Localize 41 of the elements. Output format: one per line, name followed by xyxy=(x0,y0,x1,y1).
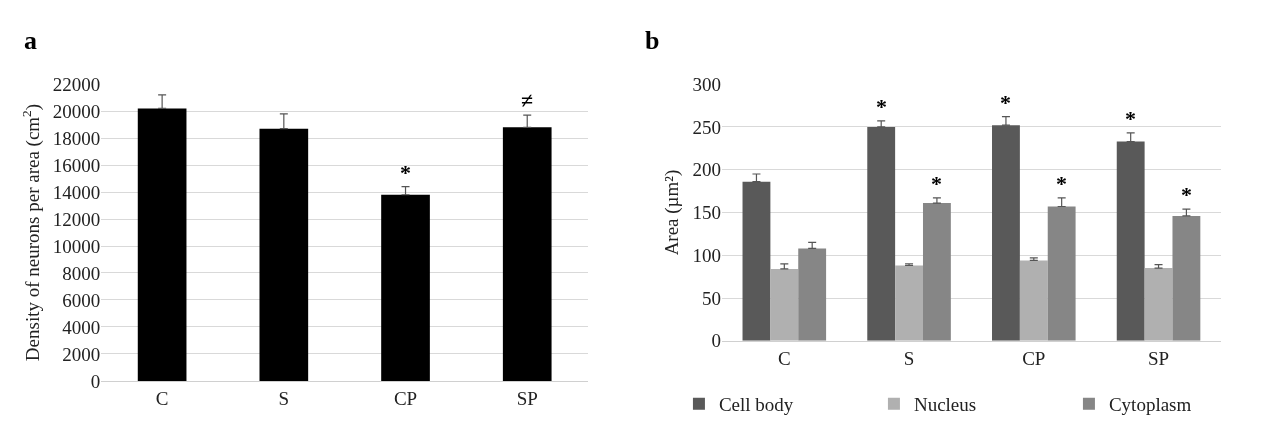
legend-label: Nucleus xyxy=(913,394,977,416)
data-label: * xyxy=(876,94,887,119)
x-tick-label: S xyxy=(903,347,915,369)
data-label: * xyxy=(1125,106,1136,131)
legend-label: Cell body xyxy=(718,394,794,416)
data-label: * xyxy=(931,171,942,196)
y-tick-label: 18000 xyxy=(52,127,101,149)
y-tick-label: 150 xyxy=(692,202,721,224)
y-tick-label: 0 xyxy=(711,330,721,352)
chart-title: b xyxy=(645,26,660,55)
y-tick-label: 2000 xyxy=(62,343,101,365)
x-tick-label: CP xyxy=(1022,347,1046,369)
y-tick-label: 0 xyxy=(90,370,101,392)
x-tick-label: CP xyxy=(393,387,418,409)
y-tick-label: 20000 xyxy=(52,100,101,122)
y-tick-label: 6000 xyxy=(62,289,101,311)
x-tick-label: S xyxy=(278,387,290,409)
y-tick-label: 200 xyxy=(692,159,721,181)
data-label: * xyxy=(1056,171,1067,196)
data-label: * xyxy=(1181,182,1192,207)
y-tick-label: 12000 xyxy=(52,208,101,230)
x-tick-label: SP xyxy=(1147,347,1170,369)
y-tick-label: 50 xyxy=(701,287,721,309)
y-tick-label: 8000 xyxy=(62,262,101,284)
annotation: * xyxy=(400,160,411,185)
y-tick-label: 300 xyxy=(692,73,721,95)
y-tick-label: 250 xyxy=(692,116,721,138)
y-tick-label: 10000 xyxy=(52,235,101,257)
y-tick-label: 100 xyxy=(692,244,721,266)
annotation: ≠ xyxy=(521,88,534,113)
y-tick-label: 4000 xyxy=(62,316,101,338)
y-tick-label: 16000 xyxy=(52,154,101,176)
x-tick-label: C xyxy=(155,387,169,409)
data-label: * xyxy=(1000,90,1011,115)
x-tick-label: C xyxy=(777,347,791,369)
x-tick-label: SP xyxy=(516,387,538,409)
chart-title: a xyxy=(24,26,37,55)
y-axis-title: Area (µm²) xyxy=(661,169,684,256)
y-tick-label: 14000 xyxy=(52,181,101,203)
y-tick-label: 22000 xyxy=(52,73,101,95)
legend-label: Cytoplasm xyxy=(1108,394,1192,416)
